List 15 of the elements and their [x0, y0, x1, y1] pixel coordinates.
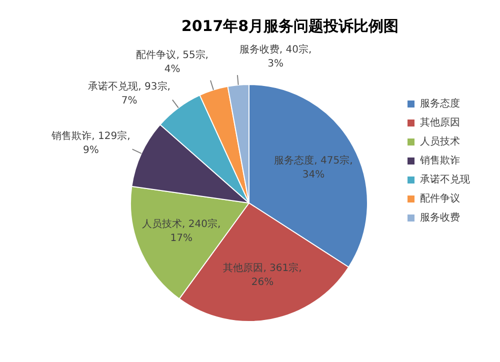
chart-title: 2017年8月服务问题投诉比例图 — [181, 16, 399, 35]
legend-label: 其他原因 — [420, 116, 460, 129]
legend-label: 销售欺诈 — [419, 154, 460, 167]
legend-label: 配件争议 — [420, 192, 460, 205]
legend-label: 服务收费 — [420, 212, 460, 224]
data-label: 销售欺诈, 129宗, 9% — [50, 130, 130, 156]
data-label: 配件争议, 55宗, 4% — [136, 49, 208, 76]
legend-label: 人员技术 — [420, 136, 460, 148]
data-label: 人员技术, 240宗, 17% — [142, 218, 221, 244]
legend-label: 承诺不兑现 — [420, 174, 470, 186]
data-label: 承诺不兑现, 93宗, 7% — [88, 80, 170, 106]
data-label: 服务收费, 40宗, 3% — [239, 44, 312, 70]
data-label: 其他原因, 361宗, 26% — [223, 262, 302, 288]
legend-label: 服务态度 — [420, 98, 460, 110]
data-label: 服务态度, 475宗, 34% — [274, 154, 353, 180]
